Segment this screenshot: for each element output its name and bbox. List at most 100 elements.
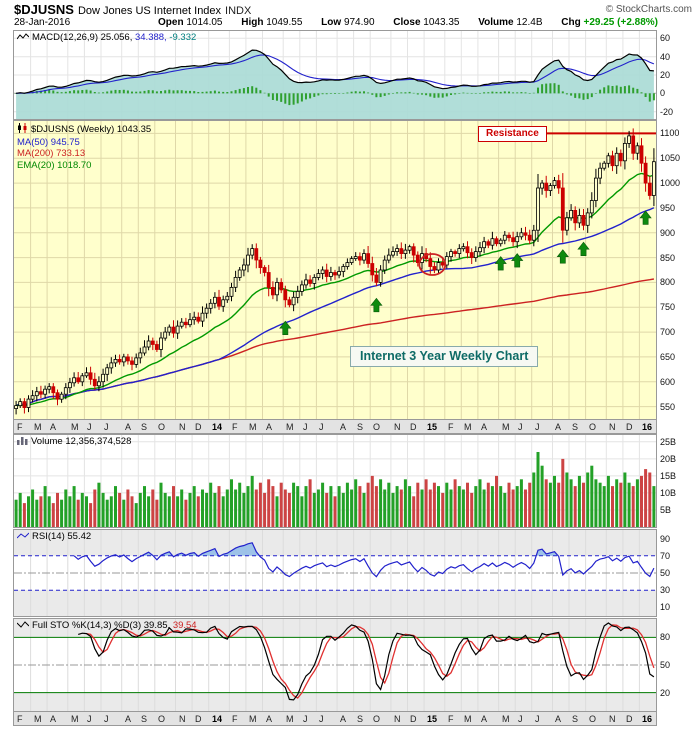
y-axis-tick-label: 50 [660, 660, 671, 670]
y-axis-tick-label: 20 [660, 687, 671, 698]
x-axis-month-label: J [518, 714, 523, 724]
y-axis-tick-label: 700 [660, 327, 676, 338]
rsi-legend: RSI(14) 55.42 [16, 531, 92, 544]
y-axis-tick-label: 900 [660, 227, 676, 238]
x-axis-month-label: 14 [212, 422, 223, 432]
price-legend-ema20: EMA(20) 1018.70 [17, 159, 92, 171]
x-axis-month-label: M [34, 714, 42, 724]
x-axis-month-label: D [626, 714, 633, 724]
macd-legend-label: MACD(12,26,9) [32, 32, 98, 43]
y-axis-tick-label: 20B [660, 453, 677, 464]
x-axis-strip-bottom: F M A M J J A S O N D 14 F M A M J J A S O N D 15 F M A M J J A S O N D 16 [13, 711, 657, 726]
up-arrow-annotation [639, 210, 652, 225]
x-axis-month-label: J [319, 714, 324, 724]
x-axis-month-label: D [626, 422, 633, 432]
x-axis-month-label: F [17, 714, 23, 724]
x-axis-month-label: S [357, 714, 364, 724]
sto-line-icon [16, 621, 30, 633]
y-axis-tick-label: 850 [660, 252, 676, 263]
rsi-line [73, 542, 655, 578]
volume-value: 12.4B [516, 17, 543, 28]
x-axis-month-label: A [555, 422, 562, 432]
volume-legend-label: Volume [31, 436, 63, 447]
up-arrow-annotation [370, 297, 383, 313]
rsi-legend-value: 55.42 [67, 531, 92, 542]
y-axis-tick-label: 750 [660, 302, 676, 313]
quote-chg: Chg +29.25 (+2.88%) [561, 17, 658, 28]
x-axis-month-label: J [535, 714, 540, 724]
resistance-annotation: Resistance [478, 126, 547, 142]
volume-legend: Volume 12,356,374,528 [17, 436, 131, 449]
ema20-line [16, 172, 655, 407]
x-axis-month-label: A [50, 714, 57, 724]
high-label: High [241, 17, 264, 28]
x-axis-month-label: O [373, 422, 381, 432]
x-axis-month-label: J [104, 714, 109, 724]
x-axis-month-label: M [502, 422, 510, 432]
x-axis-month-label: J [87, 422, 92, 432]
up-arrow-annotation [511, 253, 524, 268]
x-axis-month-label: 16 [642, 714, 653, 724]
x-axis-month-label: D [195, 422, 202, 432]
macd-signal-line [16, 54, 655, 94]
volume-panel [13, 434, 657, 528]
close-label: Close [393, 17, 421, 28]
price-grid [14, 121, 656, 419]
x-axis-month-label: M [286, 714, 294, 724]
open-value: 1014.05 [186, 17, 223, 28]
exchange: INDX [225, 5, 252, 17]
quote-close: Close 1043.35 [393, 17, 459, 28]
x-axis-month-label: A [50, 422, 57, 432]
y-axis-tick-label: 0 [660, 88, 666, 99]
x-axis-month-label: A [125, 422, 132, 432]
chart-date: 28-Jan-2016 [14, 17, 71, 28]
quote-open: Open 1014.05 [158, 17, 223, 28]
up-arrow-annotation [556, 249, 569, 264]
y-axis-tick-label: 15B [660, 470, 677, 481]
rsi-line-icon [16, 532, 30, 544]
x-axis-month-label: J [303, 422, 308, 432]
x-axis-month-label: D [410, 714, 417, 724]
x-axis-month-label: O [373, 714, 381, 724]
x-axis-month-label: J [319, 422, 324, 432]
up-arrow-annotation [279, 320, 292, 335]
y-axis-tick-label: 950 [660, 202, 676, 213]
x-axis-month-label: J [104, 422, 109, 432]
x-axis-month-label: S [141, 422, 148, 432]
sto-level-lines [14, 636, 656, 694]
quote-bar: Open 1014.05 High 1049.55 Low 974.90 Clo… [158, 17, 658, 28]
x-axis-month-label: A [340, 422, 347, 432]
x-axis-month-label: F [448, 714, 454, 724]
x-axis-month-label: O [589, 422, 597, 432]
macd-legend: MACD(12,26,9) 25.056, 34.388, -9.332 [16, 32, 196, 45]
x-axis-month-label: M [464, 422, 472, 432]
x-axis-month-label: J [87, 714, 92, 724]
y-axis-tick-label: 650 [660, 351, 676, 362]
x-axis-month-label: S [572, 422, 579, 432]
rsi-bands [14, 530, 656, 616]
x-axis-month-label: A [266, 422, 273, 432]
x-axis-month-label: A [340, 714, 347, 724]
y-axis-tick-label: 10B [660, 487, 677, 498]
price-legend-symbol: $DJUSNS (Weekly) 1043.35 [31, 124, 152, 135]
chart-note-annotation: Internet 3 Year Weekly Chart [350, 346, 539, 367]
y-axis-tick-label: 40 [660, 51, 671, 62]
y-axis-tick-label: 550 [660, 401, 676, 412]
x-axis-month-label: J [303, 714, 308, 724]
sto-k-value: 39.85, [143, 620, 171, 631]
x-axis-month-label: O [158, 714, 166, 724]
x-axis-month-label: M [286, 422, 294, 432]
x-axis-month-label: D [410, 422, 417, 432]
x-axis-month-label: 14 [212, 714, 223, 724]
x-axis-month-label: N [609, 714, 616, 724]
x-axis-month-label: J [535, 422, 540, 432]
y-axis-tick-label: 1050 [660, 153, 681, 164]
volume-label: Volume [478, 17, 514, 28]
macd-value: 25.056, [100, 32, 133, 43]
open-label: Open [158, 17, 184, 28]
y-axis-tick-label: 1100 [660, 128, 680, 139]
volume-legend-value: 12,356,374,528 [65, 436, 132, 447]
x-axis-month-label: N [179, 714, 186, 724]
x-axis-month-label: S [141, 714, 148, 724]
